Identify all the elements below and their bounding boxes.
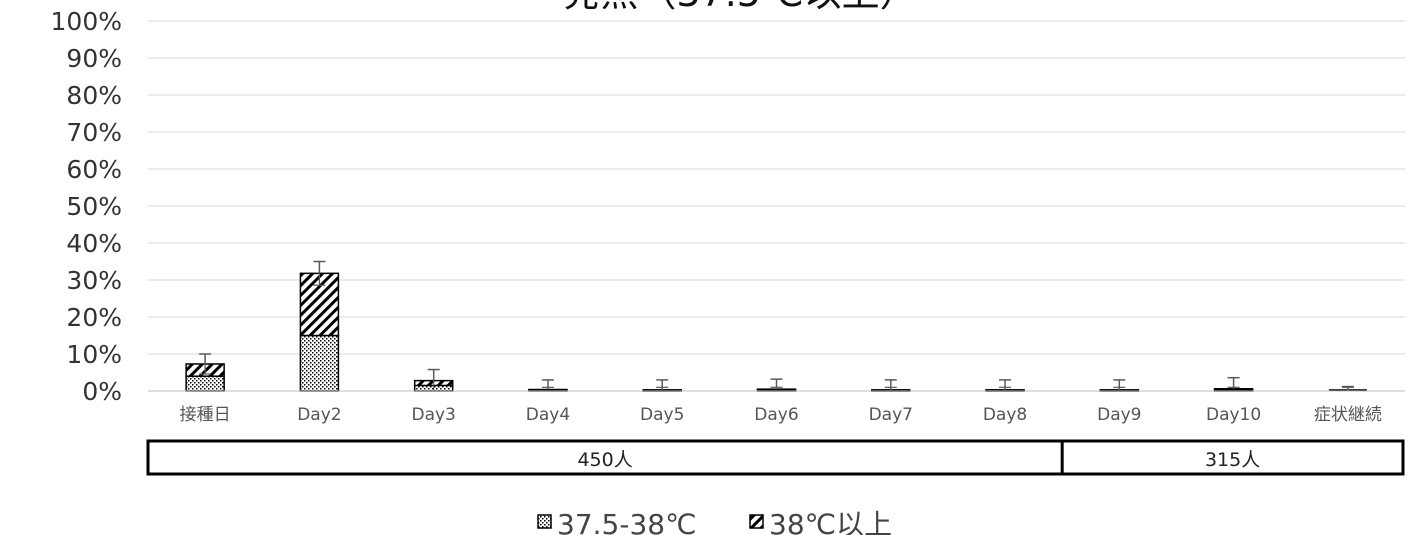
bar-segment bbox=[299, 334, 340, 392]
y-tick-label: 30% bbox=[66, 266, 122, 295]
error-bars bbox=[199, 260, 1354, 392]
y-tick-label: 0% bbox=[82, 377, 122, 406]
x-tick-label: Day3 bbox=[411, 405, 455, 425]
y-axis-ticks: 0% 10% 20% 30% 40% 50% 60% 70% 80% 90% 100% bbox=[51, 7, 122, 406]
x-tick-label: Day9 bbox=[1097, 405, 1141, 425]
group-label: 315人 bbox=[1205, 449, 1260, 471]
y-tick-label: 50% bbox=[66, 192, 122, 221]
group-label-table: 450人 315人 bbox=[146, 439, 1405, 476]
x-tick-label: Day10 bbox=[1206, 405, 1261, 425]
y-tick-label: 100% bbox=[51, 7, 122, 36]
legend-swatch bbox=[749, 514, 764, 529]
group-table-border bbox=[146, 439, 1405, 476]
chart-title: 発熱（37.5℃以上） bbox=[562, 0, 917, 15]
bar-segment bbox=[185, 375, 225, 392]
x-tick-label: Day2 bbox=[297, 405, 341, 425]
x-tick-label: Day7 bbox=[869, 405, 913, 425]
x-tick-label: Day6 bbox=[754, 405, 798, 425]
y-tick-label: 20% bbox=[66, 303, 122, 332]
y-tick-label: 60% bbox=[66, 155, 122, 184]
y-tick-label: 90% bbox=[66, 44, 122, 73]
x-tick-label: Day5 bbox=[640, 405, 684, 425]
y-tick-label: 70% bbox=[66, 118, 122, 147]
x-tick-label: Day8 bbox=[983, 405, 1027, 425]
legend-label: 38℃以上 bbox=[769, 508, 892, 535]
y-tick-label: 80% bbox=[66, 81, 122, 110]
x-tick-label: 症状継続 bbox=[1314, 405, 1382, 425]
group-label: 450人 bbox=[577, 449, 632, 471]
x-axis-ticks: 接種日 Day2 Day3 Day4 Day5 Day6 Day7 Day8 Day9 Day10… bbox=[180, 405, 1382, 425]
y-tick-label: 40% bbox=[66, 229, 122, 258]
bars bbox=[185, 272, 1367, 392]
x-tick-label: Day4 bbox=[526, 405, 570, 425]
gridlines bbox=[148, 20, 1405, 355]
bar-segment bbox=[299, 272, 340, 337]
y-tick-label: 10% bbox=[66, 340, 122, 369]
x-tick-label: 接種日 bbox=[180, 405, 231, 425]
legend-swatch bbox=[537, 514, 552, 529]
legend-label: 37.5-38℃ bbox=[557, 508, 697, 535]
legend: 37.5-38℃ 38℃以上 bbox=[537, 508, 892, 535]
